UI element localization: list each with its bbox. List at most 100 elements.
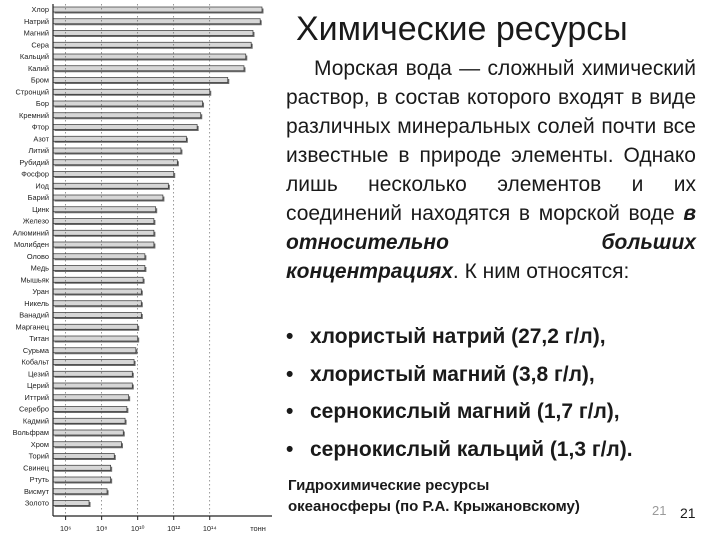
bar-26 [52,300,142,307]
bar-37 [52,429,124,436]
bar-22 [52,253,146,260]
category-label: Цинк [32,205,50,214]
category-label: Марганец [15,322,49,331]
bar-6 [52,65,245,72]
bar-31 [52,359,135,365]
list-item-text: хлористый натрий (27,2 г/л), [310,325,606,348]
list-item-text: хлористый магний (3,8 г/л), [310,362,595,386]
bullet-icon: • [286,437,294,461]
category-label: Висмут [24,487,50,496]
bar-35 [52,406,128,412]
element-abundance-chart: Хлор Натрий Магний Сера Кальций Калий Бром Стро… [13,4,272,533]
list-item-text: сернокислый кальций (1,3 г/л). [310,437,633,461]
paragraph-first-line: Морская вода — сложный [314,57,575,80]
bar-15 [52,171,175,177]
x-tick-label: 10¹⁴ [203,524,217,533]
category-label: Барий [28,193,49,202]
slide-title: Химические ресурсы [296,10,628,48]
category-label: Цезий [28,369,49,378]
category-label: Кадмий [23,416,49,425]
category-label: Вольфрам [13,428,49,437]
bar-34 [52,394,130,401]
bar-4 [52,41,252,48]
bar-1 [52,6,263,13]
category-label: Золото [25,499,49,508]
paragraph-body: химический раствор, в состав которого вх… [286,57,696,225]
bar-10 [52,112,202,119]
bar-12 [52,135,187,142]
category-label: Фтор [32,123,49,132]
bar-7 [52,77,229,83]
category-label: Серебро [19,405,49,414]
category-label: Рубидий [19,158,49,167]
bar-20 [52,229,155,236]
category-label: Бор [36,99,49,108]
category-label: Свинец [23,463,50,472]
category-label: Торий [29,452,49,461]
category-label: Азот [33,134,49,143]
category-label: Церий [27,381,49,390]
category-label: Кальций [20,52,49,61]
category-label: Мышьяк [21,275,50,284]
bar-3 [52,30,254,36]
bar-38 [52,441,122,448]
chart-category-labels: Хлор Натрий Магний Сера Кальций Калий Бром Стро… [13,5,50,508]
bar-43 [52,500,90,506]
list-item-text: сернокислый магний (1,7 г/л), [310,400,620,423]
category-label: Натрий [24,17,49,26]
bullet-icon: • [286,325,294,348]
intro-paragraph: Морская вода — сложный химический раство… [286,54,696,286]
category-label: Калий [28,64,49,73]
list-item: • хлористый магний (3,8 г/л), [286,360,706,398]
category-label: Кремний [19,111,49,120]
category-label: Молибден [14,240,49,249]
category-label: Литий [28,146,49,155]
category-label: Кобальт [21,358,49,367]
caption-line-1: Гидрохимические ресурсы [288,477,490,494]
category-label: Хлор [31,5,49,14]
category-label: Сурьма [23,346,50,355]
category-label: Железо [23,217,49,226]
category-label: Хром [31,440,49,449]
category-label: Иттрий [25,393,49,402]
category-label: Олово [27,252,49,261]
ghost-page-number: 21 [652,503,667,518]
category-label: Ртуть [30,475,49,484]
bar-41 [52,476,112,483]
x-tick-label: 10⁸ [96,524,107,533]
category-label: Никель [24,299,49,308]
bar-27 [52,312,142,318]
list-item: • сернокислый магний (1,7 г/л), [286,397,706,435]
paragraph-emphasis: в относительно больших концентрациях [286,202,696,283]
category-label: Алюминий [13,228,49,237]
x-tick-label: 10¹² [167,524,181,533]
x-axis-unit-label: тонн [250,524,266,533]
caption-line-2: океаносферы (по Р.А. Крыжановскому) [288,498,580,515]
bar-8 [52,88,211,95]
list-item: • хлористый натрий (27,2 г/л), [286,322,706,360]
bar-39 [52,453,115,459]
bar-18 [52,206,157,213]
bar-25 [52,288,142,295]
category-label: Бром [31,76,49,85]
chart-bars [52,6,264,507]
category-label: Ванадий [19,311,49,320]
bar-17 [52,194,164,201]
category-label: Уран [32,287,49,296]
category-label: Магний [24,29,49,38]
bar-23 [52,265,146,271]
bar-33 [52,382,133,389]
bullet-icon: • [286,400,294,423]
category-label: Титан [29,334,49,343]
figure-caption: Гидрохимические ресурсы океаносферы (по Р… [288,475,580,517]
paragraph-ending: . К ним относятся: [452,260,630,283]
chart-gridlines [65,4,211,516]
bar-36 [52,417,126,424]
x-tick-label: 10⁶ [60,524,71,533]
bar-19 [52,218,155,224]
list-item: • сернокислый кальций (1,3 г/л). [286,435,706,473]
bar-9 [52,100,203,107]
bar-21 [52,241,155,248]
bar-16 [52,182,169,189]
compound-list: • хлористый натрий (27,2 г/л), • хлористый… [286,322,706,472]
